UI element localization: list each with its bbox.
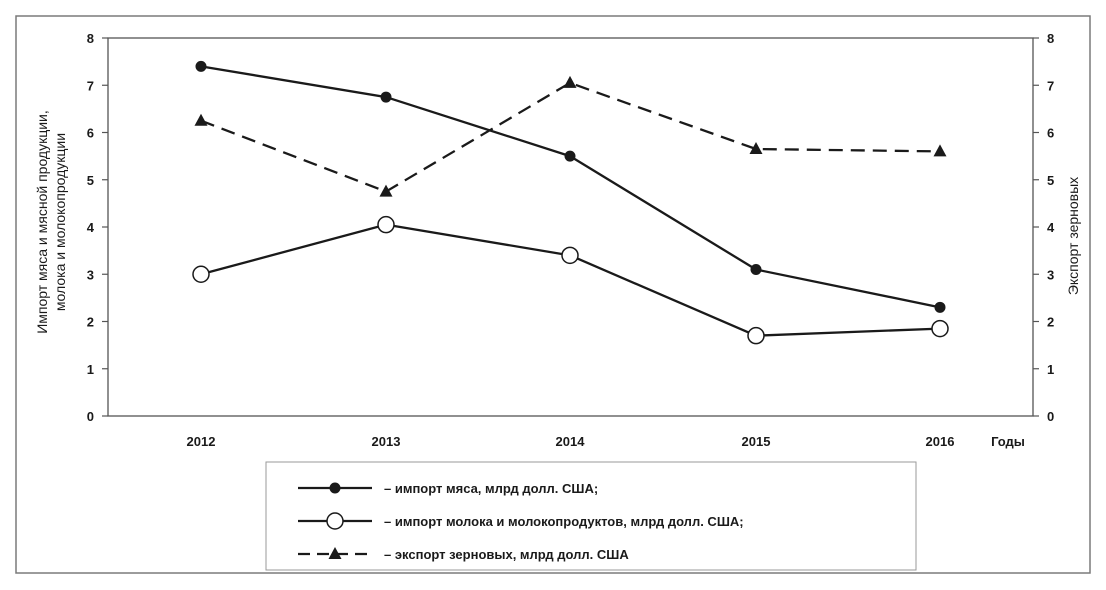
y-right-tick-label: 2: [1047, 315, 1054, 330]
y-left-tick-label: 0: [87, 409, 94, 424]
series-1-point: [195, 60, 207, 72]
series-2-point: [377, 215, 395, 234]
y-left-axis-title-line1: Импорт мяса и мясной продукции,: [34, 110, 50, 334]
legend-box: [265, 461, 917, 571]
series-3-point: [379, 184, 393, 197]
y-right-tick-label: 1: [1047, 362, 1054, 377]
y-right-tick-label: 4: [1047, 220, 1055, 235]
legend: – импорт мяса, млрд долл. США; – импорт м…: [265, 461, 917, 571]
legend-marker-3: [328, 547, 342, 559]
y-left-axis-title: Импорт мяса и мясной продукции, молока и …: [34, 110, 68, 334]
legend-label-3: – экспорт зерновых, млрд долл. США: [384, 547, 629, 562]
series-1: [195, 60, 946, 313]
y-right-tick-label: 8: [1047, 31, 1054, 46]
series-1-point: [750, 264, 762, 276]
axes: 0 1 2 3 4 5 6 7 8 0 1 2 3 4 5 6 7 8 2012 2013 2014 2015 2016 Го…: [34, 31, 1081, 449]
y-right-tick-label: 7: [1047, 78, 1054, 93]
series-3-point: [563, 75, 577, 88]
y-left-axis-title-line2: молока и молокопродукции: [52, 133, 68, 311]
y-left-tick-label: 2: [87, 315, 94, 330]
series-3-point: [933, 144, 947, 157]
y-right-tick-label: 0: [1047, 409, 1054, 424]
y-right-tick-label: 5: [1047, 173, 1054, 188]
y-left-tick-label: 1: [87, 362, 94, 377]
series-1-point: [380, 91, 392, 103]
legend-marker-1: [329, 482, 341, 494]
x-tick-label: 2014: [556, 434, 586, 449]
y-left-tick-label: 6: [87, 126, 94, 141]
series-2-point: [561, 246, 579, 265]
y-left-tick-label: 8: [87, 31, 94, 46]
series-3-point: [749, 142, 763, 155]
y-left-tick-label: 7: [87, 78, 94, 93]
series-3-point: [194, 113, 208, 126]
y-right-tick-label: 3: [1047, 267, 1054, 282]
y-right-axis-title: Экспорт зерновых: [1065, 177, 1081, 295]
x-tick-label: 2012: [187, 434, 216, 449]
series-2-point: [931, 319, 949, 338]
y-left-tick-label: 5: [87, 173, 94, 188]
y-right-tick-label: 6: [1047, 126, 1054, 141]
y-left-tick-label: 4: [87, 220, 95, 235]
legend-label-1: – импорт мяса, млрд долл. США;: [384, 481, 598, 496]
series-3-line: [200, 81, 941, 193]
x-tick-label: 2013: [372, 434, 401, 449]
series-layer: [192, 60, 949, 345]
series-3: [194, 75, 947, 197]
series-2: [192, 215, 949, 345]
x-axis-title: Годы: [991, 434, 1025, 449]
y-left-tick-label: 3: [87, 267, 94, 282]
series-1-point: [564, 150, 576, 162]
x-tick-label: 2016: [926, 434, 955, 449]
legend-marker-2: [326, 512, 344, 530]
series-1-point: [934, 301, 946, 313]
legend-label-2: – импорт молока и молокопродуктов, млрд …: [384, 514, 744, 529]
series-2-point: [747, 326, 765, 345]
series-2-point: [192, 265, 210, 283]
x-tick-label: 2015: [742, 434, 771, 449]
